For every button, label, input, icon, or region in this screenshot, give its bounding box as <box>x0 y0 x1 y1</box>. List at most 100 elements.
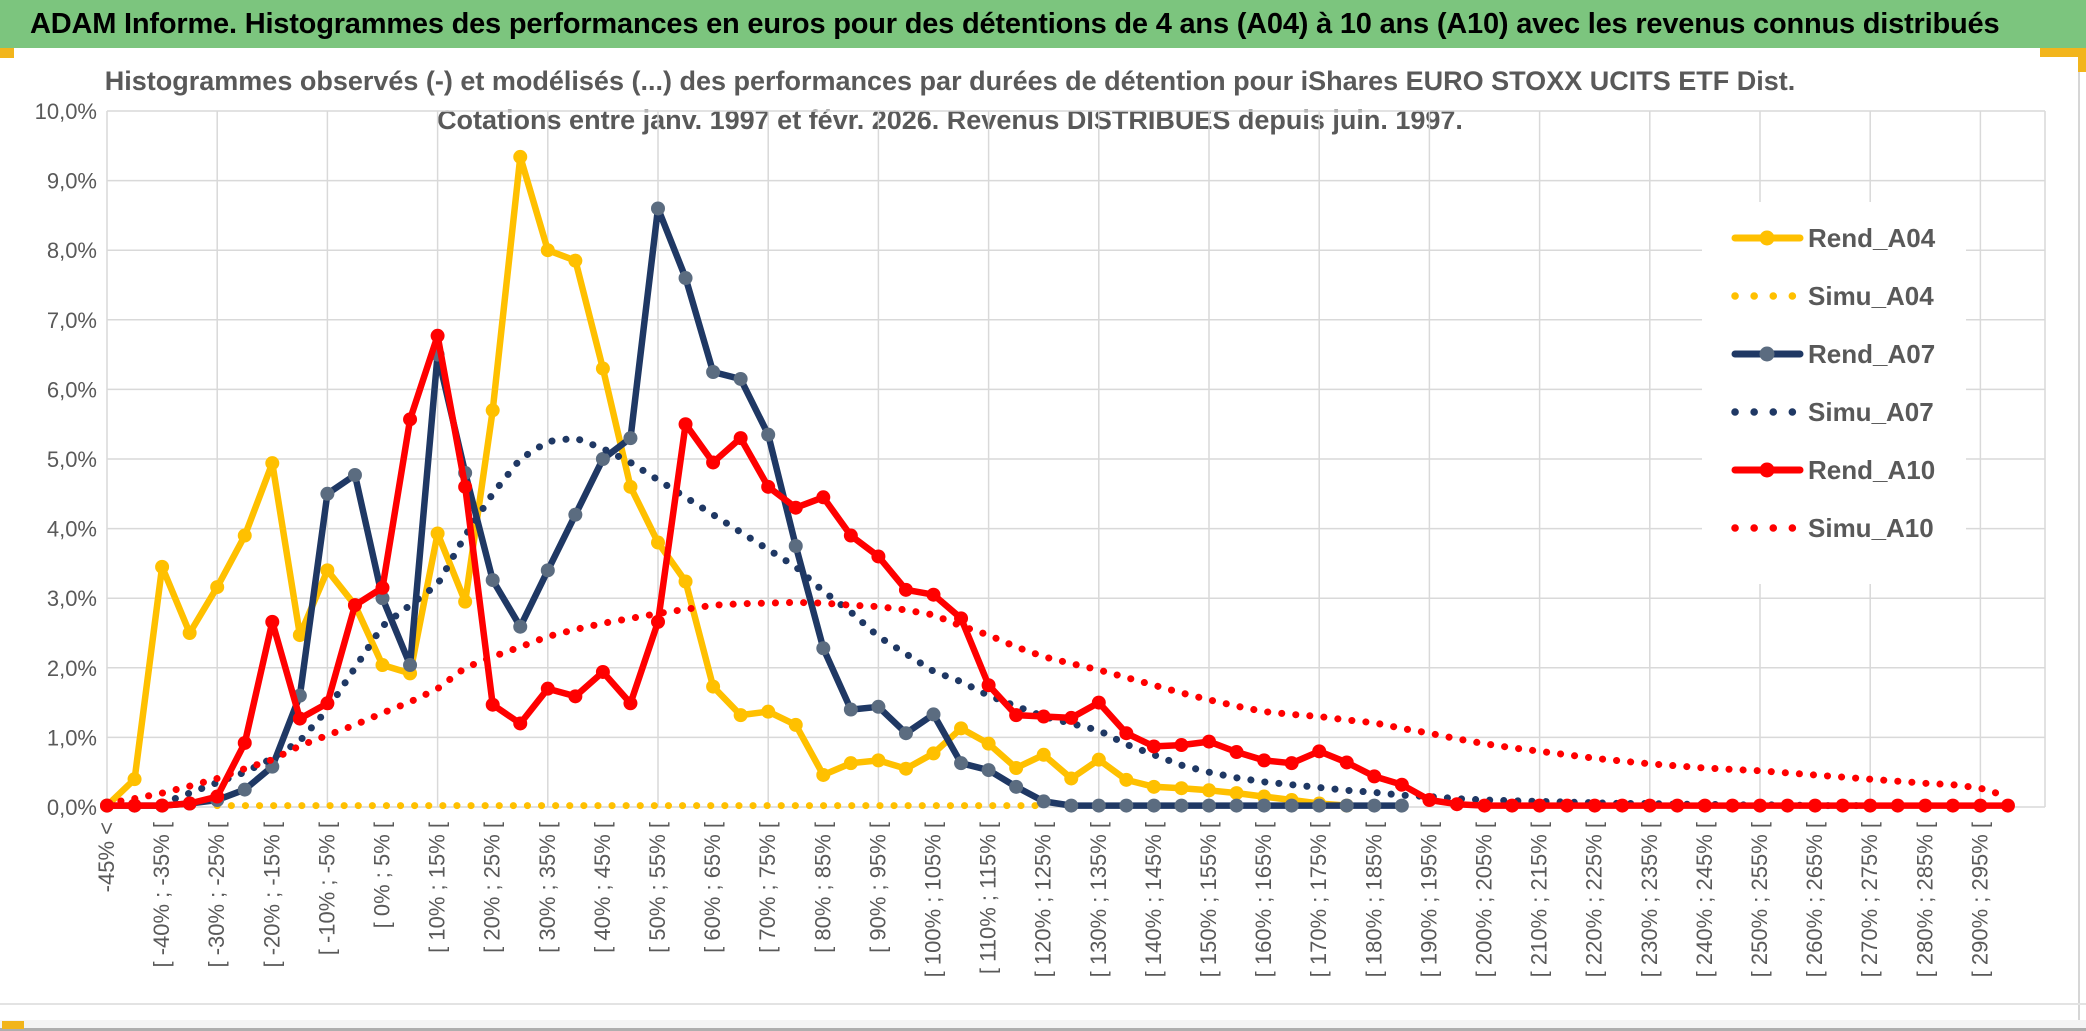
series-marker-Rend_A07[interactable] <box>1064 798 1079 813</box>
series-marker-Rend_A10[interactable] <box>1808 798 1823 813</box>
series-marker-Rend_A10[interactable] <box>1091 695 1106 710</box>
series-marker-Rend_A04[interactable] <box>1202 783 1216 798</box>
series-marker-Rend_A04[interactable] <box>678 574 693 589</box>
series-marker-Rend_A10[interactable] <box>430 328 445 343</box>
series-marker-Rend_A10[interactable] <box>1477 798 1492 813</box>
series-marker-Rend_A10[interactable] <box>623 696 638 711</box>
series-marker-Rend_A10[interactable] <box>1973 798 1988 813</box>
series-marker-Rend_A04[interactable] <box>375 658 390 673</box>
series-marker-Rend_A10[interactable] <box>155 798 170 813</box>
series-marker-Rend_A10[interactable] <box>816 490 831 505</box>
series-marker-Rend_A10[interactable] <box>1753 798 1767 813</box>
series-marker-Rend_A04[interactable] <box>513 149 528 164</box>
series-marker-Rend_A04[interactable] <box>871 753 886 768</box>
series-marker-Rend_A10[interactable] <box>292 711 307 726</box>
series-marker-Rend_A04[interactable] <box>1091 752 1106 767</box>
series-marker-Rend_A07[interactable] <box>1119 798 1134 813</box>
legend-marker-Rend_A10[interactable] <box>1759 462 1775 478</box>
series-marker-Rend_A10[interactable] <box>347 598 362 613</box>
series-marker-Rend_A07[interactable] <box>871 699 886 714</box>
series-marker-Rend_A07[interactable] <box>1174 798 1189 813</box>
series-marker-Rend_A10[interactable] <box>1367 769 1382 784</box>
series-marker-Rend_A07[interactable] <box>1257 798 1272 813</box>
series-marker-Rend_A07[interactable] <box>1312 798 1327 813</box>
series-marker-Rend_A07[interactable] <box>733 371 748 386</box>
series-marker-Rend_A04[interactable] <box>1146 779 1161 794</box>
series-marker-Rend_A10[interactable] <box>1560 798 1575 813</box>
series-marker-Rend_A04[interactable] <box>981 736 996 751</box>
series-marker-Rend_A07[interactable] <box>237 782 252 797</box>
series-marker-Rend_A07[interactable] <box>1229 798 1244 813</box>
series-marker-Rend_A10[interactable] <box>568 689 583 704</box>
series-marker-Rend_A10[interactable] <box>981 678 996 693</box>
series-marker-Rend_A10[interactable] <box>761 479 776 494</box>
series-marker-Rend_A10[interactable] <box>1257 753 1272 768</box>
series-marker-Rend_A04[interactable] <box>623 479 638 494</box>
series-marker-Rend_A10[interactable] <box>733 431 748 446</box>
series-marker-Rend_A04[interactable] <box>1064 771 1079 786</box>
series-marker-Rend_A04[interactable] <box>210 580 225 595</box>
series-marker-Rend_A04[interactable] <box>1174 781 1189 796</box>
series-marker-Rend_A10[interactable] <box>1587 798 1602 813</box>
series-marker-Rend_A10[interactable] <box>485 697 500 712</box>
series-marker-Rend_A10[interactable] <box>1312 744 1327 759</box>
legend-label-Rend_A04[interactable]: Rend_A04 <box>1808 223 1936 253</box>
series-marker-Rend_A10[interactable] <box>1918 798 1933 813</box>
series-marker-Rend_A07[interactable] <box>347 468 362 483</box>
series-marker-Rend_A10[interactable] <box>1064 710 1079 725</box>
series-marker-Rend_A10[interactable] <box>706 455 721 470</box>
series-marker-Rend_A07[interactable] <box>706 365 721 379</box>
series-marker-Rend_A10[interactable] <box>1339 755 1354 770</box>
series-marker-Rend_A07[interactable] <box>1036 794 1051 809</box>
series-marker-Rend_A04[interactable] <box>458 594 473 609</box>
series-marker-Rend_A10[interactable] <box>926 587 941 602</box>
series-marker-Rend_A07[interactable] <box>1367 798 1382 813</box>
series-marker-Rend_A10[interactable] <box>375 580 390 595</box>
series-marker-Rend_A07[interactable] <box>595 452 610 466</box>
series-marker-Rend_A10[interactable] <box>458 479 473 494</box>
series-marker-Rend_A07[interactable] <box>1146 798 1161 813</box>
series-line-Rend_A10[interactable] <box>103 332 2012 809</box>
series-marker-Rend_A10[interactable] <box>1642 798 1657 813</box>
legend-marker-Rend_A04[interactable] <box>1759 230 1775 246</box>
series-marker-Rend_A04[interactable] <box>568 253 583 268</box>
series-marker-Rend_A10[interactable] <box>651 614 665 629</box>
series-marker-Rend_A10[interactable] <box>1725 798 1740 813</box>
series-marker-Rend_A10[interactable] <box>237 735 252 750</box>
series-marker-Rend_A10[interactable] <box>1394 777 1409 792</box>
series-marker-Rend_A10[interactable] <box>210 789 225 804</box>
series-marker-Rend_A10[interactable] <box>678 417 693 432</box>
series-marker-Rend_A04[interactable] <box>595 361 610 376</box>
series-marker-Rend_A04[interactable] <box>430 526 445 541</box>
series-marker-Rend_A07[interactable] <box>1339 798 1354 813</box>
series-marker-Rend_A10[interactable] <box>1890 798 1905 813</box>
series-marker-Rend_A10[interactable] <box>1697 798 1712 813</box>
horizontal-scrollbar[interactable] <box>0 1020 2086 1031</box>
series-marker-Rend_A04[interactable] <box>155 559 170 574</box>
legend-marker-Rend_A07[interactable] <box>1759 346 1775 362</box>
series-marker-Rend_A07[interactable] <box>651 201 665 216</box>
series-marker-Rend_A07[interactable] <box>1009 779 1024 794</box>
series-marker-Rend_A07[interactable] <box>954 756 969 771</box>
series-marker-Rend_A04[interactable] <box>320 563 335 578</box>
series-marker-Rend_A10[interactable] <box>843 528 858 543</box>
series-marker-Rend_A04[interactable] <box>265 456 280 471</box>
series-marker-Rend_A10[interactable] <box>1532 798 1547 813</box>
series-marker-Rend_A07[interactable] <box>843 702 858 717</box>
series-marker-Rend_A04[interactable] <box>706 679 721 694</box>
series-marker-Rend_A04[interactable] <box>1229 786 1244 801</box>
legend-label-Rend_A07[interactable]: Rend_A07 <box>1808 339 1935 369</box>
series-marker-Rend_A10[interactable] <box>1174 738 1189 753</box>
series-marker-Rend_A04[interactable] <box>761 704 776 719</box>
series-marker-Rend_A10[interactable] <box>595 664 610 679</box>
series-marker-Rend_A10[interactable] <box>320 696 335 711</box>
series-marker-Rend_A10[interactable] <box>1505 798 1520 813</box>
series-marker-Rend_A10[interactable] <box>540 681 555 696</box>
series-marker-Rend_A10[interactable] <box>1945 798 1960 813</box>
series-marker-Rend_A07[interactable] <box>898 726 913 741</box>
series-marker-Rend_A10[interactable] <box>871 549 886 564</box>
series-marker-Rend_A04[interactable] <box>1119 772 1134 787</box>
series-marker-Rend_A10[interactable] <box>1009 708 1024 723</box>
series-marker-Rend_A07[interactable] <box>678 271 693 286</box>
series-marker-Rend_A10[interactable] <box>127 798 142 813</box>
